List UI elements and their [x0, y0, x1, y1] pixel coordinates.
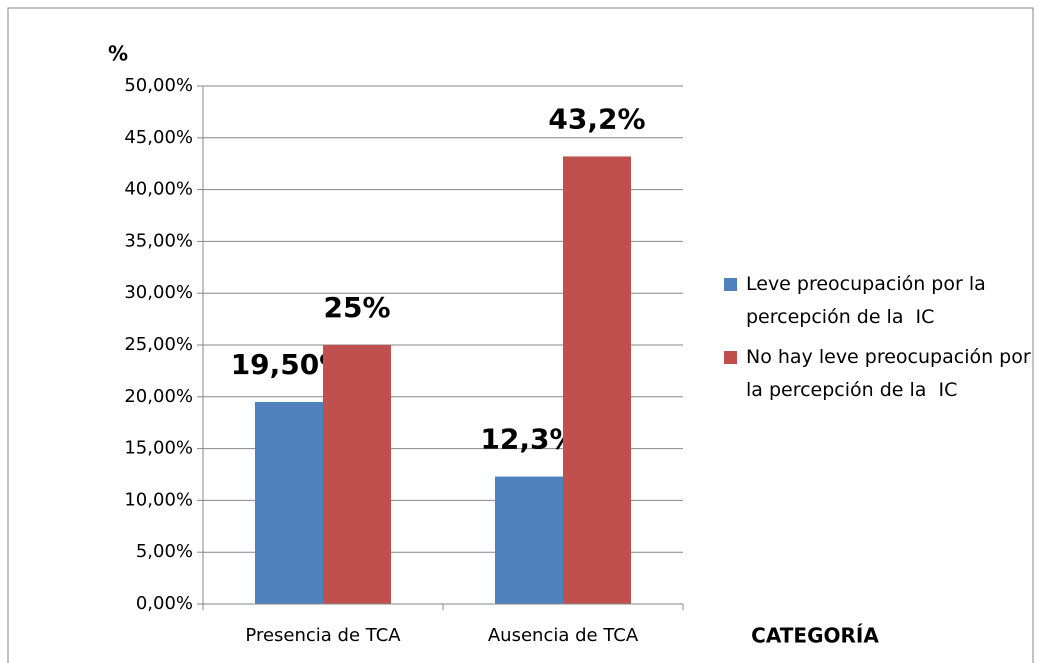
y-tick-label: 25,00% [124, 334, 193, 355]
x-tick-label: Ausencia de TCA [488, 625, 639, 646]
bar [495, 476, 563, 604]
legend-entry: No hay leve preocupación por la percepci… [724, 341, 1034, 407]
y-axis-label: % [108, 42, 128, 66]
value-label: 12,3% [480, 423, 577, 456]
y-tick-label: 5,00% [136, 541, 193, 562]
value-label: 25% [323, 291, 390, 324]
y-tick-label: 50,00% [124, 75, 193, 96]
x-axis-label: CATEGORÍA [751, 624, 879, 648]
y-tick-label: 10,00% [124, 489, 193, 510]
legend-label: No hay leve preocupación por la percepci… [746, 346, 1037, 401]
legend: Leve preocupación por la percepción de l… [724, 268, 1034, 414]
legend-entry: Leve preocupación por la percepción de l… [724, 268, 1034, 334]
y-tick-label: 35,00% [124, 230, 193, 251]
y-tick-label: 15,00% [124, 438, 193, 459]
x-tick-label: Presencia de TCA [245, 625, 401, 646]
legend-swatch [724, 351, 737, 364]
legend-swatch [724, 278, 737, 291]
y-tick-label: 30,00% [124, 282, 193, 303]
y-tick-label: 45,00% [124, 127, 193, 148]
legend-label: Leve preocupación por la percepción de l… [746, 273, 992, 328]
y-tick-label: 0,00% [136, 593, 193, 614]
y-tick-label: 40,00% [124, 179, 193, 200]
bar [563, 156, 631, 604]
bar [323, 345, 391, 604]
value-label: 43,2% [548, 102, 645, 135]
frame [7, 7, 1034, 663]
bar [255, 401, 323, 604]
y-tick-label: 20,00% [124, 386, 193, 407]
